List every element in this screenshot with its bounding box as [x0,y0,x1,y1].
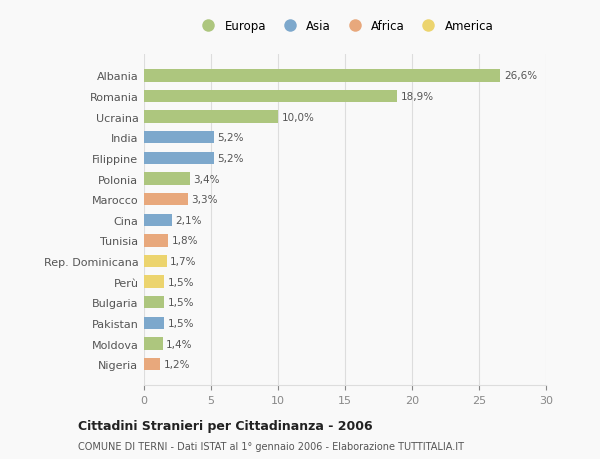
Text: 26,6%: 26,6% [504,71,537,81]
Bar [144,152,214,165]
Bar [144,70,500,83]
Text: COMUNE DI TERNI - Dati ISTAT al 1° gennaio 2006 - Elaborazione TUTTITALIA.IT: COMUNE DI TERNI - Dati ISTAT al 1° genna… [78,441,464,451]
Text: 1,5%: 1,5% [167,297,194,308]
Text: 18,9%: 18,9% [401,92,434,102]
Text: Cittadini Stranieri per Cittadinanza - 2006: Cittadini Stranieri per Cittadinanza - 2… [78,419,373,432]
Bar [144,358,160,370]
Legend: Europa, Asia, Africa, America: Europa, Asia, Africa, America [194,18,496,36]
Bar [144,317,164,330]
Text: 2,1%: 2,1% [175,215,202,225]
Text: 5,2%: 5,2% [217,154,244,163]
Bar [144,111,278,123]
Text: 10,0%: 10,0% [281,112,314,123]
Bar [144,214,172,226]
Bar [144,297,164,309]
Bar [144,132,214,144]
Text: 1,2%: 1,2% [163,359,190,369]
Bar [144,338,163,350]
Text: 3,3%: 3,3% [191,195,218,205]
Text: 5,2%: 5,2% [217,133,244,143]
Bar [144,235,168,247]
Text: 1,4%: 1,4% [166,339,193,349]
Bar [144,276,164,288]
Text: 1,5%: 1,5% [167,277,194,287]
Text: 3,4%: 3,4% [193,174,220,184]
Bar [144,173,190,185]
Bar [144,255,167,268]
Text: 1,7%: 1,7% [170,257,197,267]
Text: 1,5%: 1,5% [167,318,194,328]
Bar [144,194,188,206]
Text: 1,8%: 1,8% [172,236,198,246]
Bar [144,91,397,103]
